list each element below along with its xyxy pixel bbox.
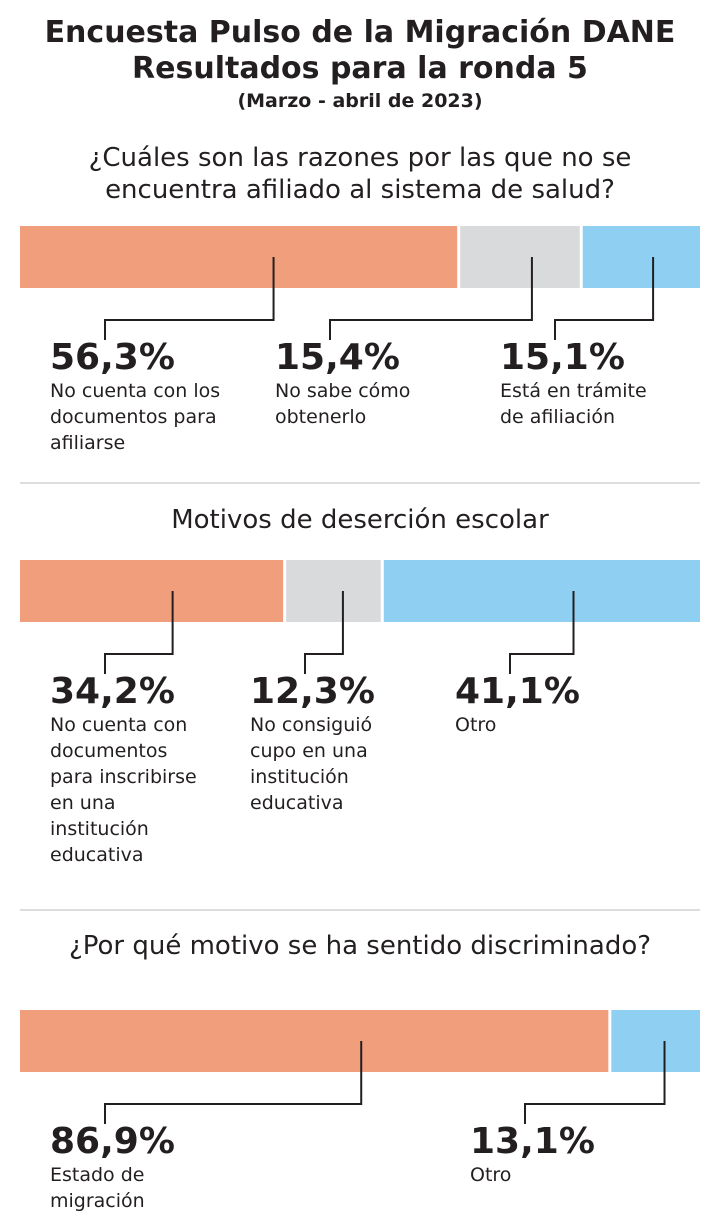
segment-label: No sabe cómo obtenerlo <box>275 380 411 428</box>
segment-label: Estado de migración <box>50 1164 145 1212</box>
leader-line <box>104 591 174 674</box>
title: Encuesta Pulso de la Migración DANE <box>44 15 676 50</box>
value-label: 86,9% <box>50 1121 175 1162</box>
segment-label: No cuenta con documentos para inscribirs… <box>50 714 197 866</box>
bar-segment <box>20 560 284 622</box>
bar-segment <box>286 560 381 622</box>
leader-line <box>509 591 575 674</box>
period: (Marzo - abril de 2023) <box>237 90 483 112</box>
value-label: 41,1% <box>455 671 580 712</box>
leader-line <box>329 257 533 340</box>
subtitle: Resultados para la ronda 5 <box>132 51 588 86</box>
leader-line <box>554 257 655 340</box>
chart-title: ¿Por qué motivo se ha sentido discrimina… <box>68 931 652 961</box>
bar-segment <box>20 1010 609 1072</box>
chart-title: ¿Cuáles son las razones por las que no s… <box>88 143 632 205</box>
value-label: 56,3% <box>50 337 175 378</box>
value-label: 15,4% <box>275 337 400 378</box>
leader-line <box>104 257 275 340</box>
bar-segment <box>611 1010 700 1072</box>
leader-line <box>524 1041 666 1124</box>
value-label: 15,1% <box>500 337 625 378</box>
bar-segment <box>383 560 700 622</box>
bar-segment <box>20 226 458 288</box>
value-label: 12,3% <box>250 671 375 712</box>
leader-line <box>104 1041 363 1124</box>
bar-segment <box>582 226 700 288</box>
leader-line <box>304 591 344 674</box>
value-label: 13,1% <box>470 1121 595 1162</box>
bar-segment <box>460 226 580 288</box>
segment-label: Otro <box>455 714 497 736</box>
segment-label: No consiguió cupo en una institución edu… <box>250 714 373 814</box>
segment-label: No cuenta con los documentos para afilia… <box>50 380 221 454</box>
segment-label: Otro <box>470 1164 512 1186</box>
segment-label: Está en trámite de afiliación <box>500 380 647 428</box>
value-label: 34,2% <box>50 671 175 712</box>
chart-title: Motivos de deserción escolar <box>171 505 549 535</box>
